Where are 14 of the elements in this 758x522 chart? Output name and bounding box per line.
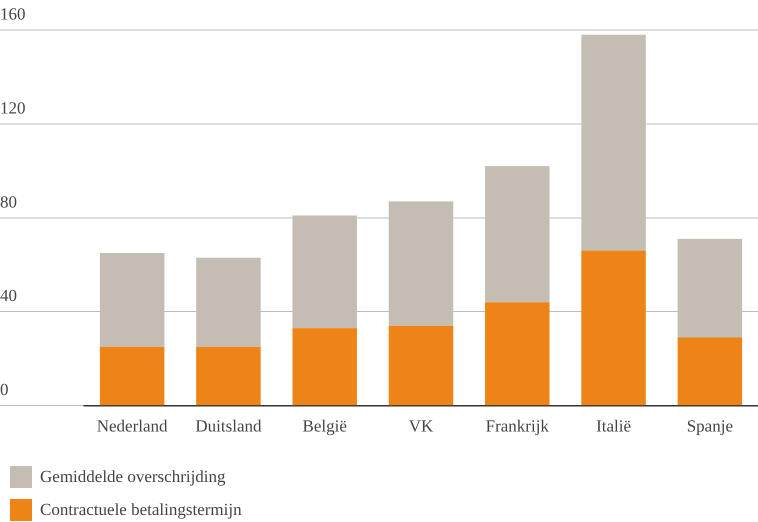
x-tick-label: Nederland xyxy=(96,416,168,436)
y-tick-label: 40 xyxy=(0,286,17,306)
x-tick-label: Italië xyxy=(596,416,632,436)
x-tick-label: België xyxy=(302,416,347,436)
y-tick-label: 80 xyxy=(0,192,17,212)
y-tick-label: 160 xyxy=(0,4,26,24)
x-tick-label: Duitsland xyxy=(195,416,262,436)
x-tick-label: VK xyxy=(408,416,434,436)
x-tick-label: Spanje xyxy=(686,416,733,436)
y-tick-label: 0 xyxy=(0,380,8,400)
legend-label: Contractuele betalingstermijn xyxy=(40,500,242,520)
y-tick-label: 120 xyxy=(0,98,26,118)
legend-label: Gemiddelde overschrijding xyxy=(40,466,226,486)
x-tick-label: Frankrijk xyxy=(486,416,550,436)
